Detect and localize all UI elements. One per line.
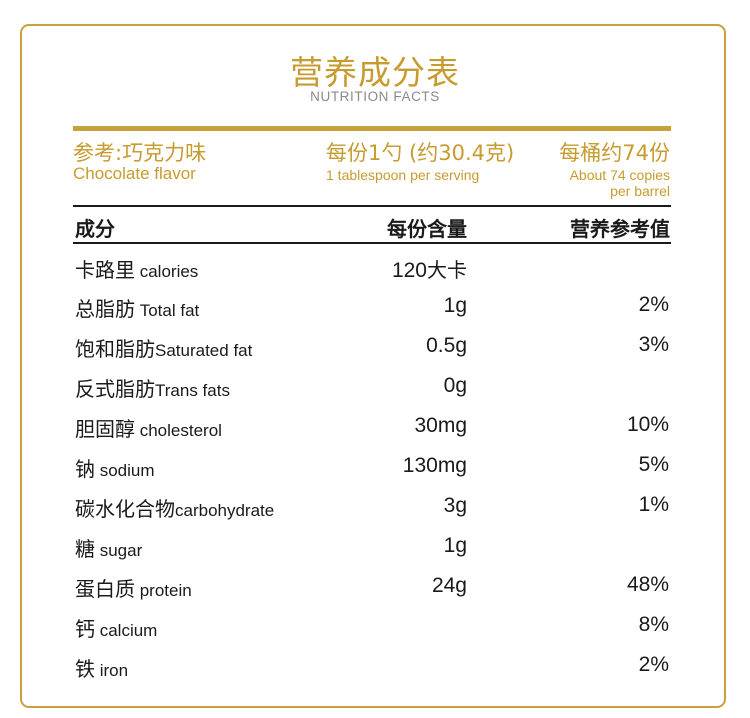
header-bottom-rule xyxy=(73,242,671,244)
table-row: 胆固醇 cholesterol 30mg 10% xyxy=(0,413,750,453)
nutrient-name: 卡路里 calories xyxy=(75,258,199,282)
servings-per-barrel-en-line1: About 74 copies xyxy=(569,167,670,183)
table-row: 总脂肪 Total fat 1g 2% xyxy=(0,293,750,333)
nutrient-nrv: 2% xyxy=(638,653,669,676)
table-row: 钙 calcium 8% xyxy=(0,613,750,653)
nutrient-amount: 1g xyxy=(443,534,467,557)
table-row: 饱和脂肪Saturated fat 0.5g 3% xyxy=(0,333,750,373)
page-subtitle: NUTRITION FACTS xyxy=(310,89,440,104)
nutrient-nrv: 8% xyxy=(638,613,669,636)
nutrient-nrv: 2% xyxy=(638,293,669,316)
nutrient-amount: 130mg xyxy=(402,454,467,477)
nutrient-name: 碳水化合物carbohydrate xyxy=(75,497,275,521)
nutrient-amount: 0.5g xyxy=(426,334,467,357)
header-top-rule xyxy=(73,205,671,207)
servings-per-barrel-en: About 74 copies per barrel xyxy=(570,167,670,199)
column-header-nrv: 营养参考值 xyxy=(570,217,670,241)
table-row: 铁 iron 2% xyxy=(0,653,750,693)
page-title: 营养成分表 xyxy=(290,53,460,92)
nutrient-amount: 1g xyxy=(443,294,467,317)
column-header-amount: 每份含量 xyxy=(387,217,467,241)
nutrient-amount: 30mg xyxy=(414,414,467,437)
nutrient-amount: 24g xyxy=(431,574,467,597)
nutrient-name: 饱和脂肪Saturated fat xyxy=(75,337,253,361)
nutrient-name: 钠 sodium xyxy=(75,457,155,481)
nutrient-amount: 0g xyxy=(443,374,467,397)
nutrient-nrv: 5% xyxy=(638,453,669,476)
servings-per-barrel-en-line2: per barrel xyxy=(610,183,670,199)
table-row: 反式脂肪Trans fats 0g xyxy=(0,373,750,413)
nutrient-name: 蛋白质 protein xyxy=(75,577,192,601)
nutrient-amount: 3g xyxy=(443,494,467,517)
table-row: 碳水化合物carbohydrate 3g 1% xyxy=(0,493,750,533)
table-row: 蛋白质 protein 24g 48% xyxy=(0,573,750,613)
column-header-name: 成分 xyxy=(75,217,115,241)
table-row: 糖 sugar 1g xyxy=(0,533,750,573)
gold-divider xyxy=(73,126,671,131)
nutrient-amount: 120大卡 xyxy=(391,258,467,282)
nutrient-nrv: 1% xyxy=(638,493,669,516)
table-row: 卡路里 calories 120大卡 xyxy=(0,254,750,294)
nutrition-card xyxy=(20,24,726,708)
nutrient-name: 铁 iron xyxy=(75,657,129,681)
nutrient-nrv: 10% xyxy=(626,413,669,436)
nutrient-name: 总脂肪 Total fat xyxy=(75,297,200,321)
serving-size-en: 1 tablespoon per serving xyxy=(326,167,480,183)
flavor-label-en: Chocolate flavor xyxy=(73,164,196,183)
nutrient-name: 反式脂肪Trans fats xyxy=(75,377,230,401)
nutrient-name: 胆固醇 cholesterol xyxy=(75,417,222,441)
nutrient-nrv: 48% xyxy=(626,573,669,596)
nutrient-nrv: 3% xyxy=(638,333,669,356)
table-row: 钠 sodium 130mg 5% xyxy=(0,453,750,493)
flavor-label-cn: 参考:巧克力味 xyxy=(73,141,207,165)
nutrient-name: 糖 sugar xyxy=(75,537,143,561)
servings-per-barrel-cn: 每桶约74份 xyxy=(559,141,670,165)
nutrient-name: 钙 calcium xyxy=(75,617,158,641)
serving-size-cn: 每份1勺 (约30.4克) xyxy=(326,141,515,165)
